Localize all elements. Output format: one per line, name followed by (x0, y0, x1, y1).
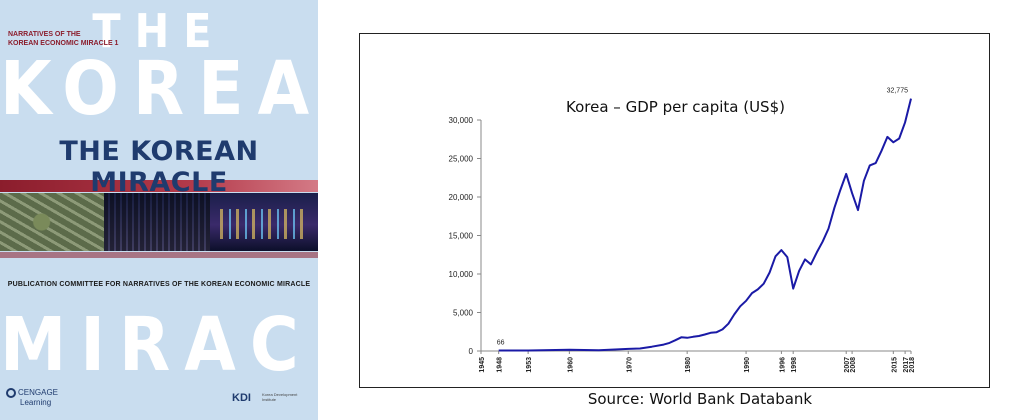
data-label: 66 (497, 339, 505, 346)
y-tick-label: 15,000 (449, 232, 474, 241)
cover-the-text: THE (92, 4, 226, 58)
chart-title: Korea – GDP per capita (US$) (566, 98, 785, 116)
book-cover: THE KOREAN NARRATIVES OF THE KOREAN ECON… (0, 0, 318, 420)
y-tick-label: 5,000 (453, 309, 474, 318)
y-tick-label: 0 (469, 347, 474, 356)
city-skyline-photo (210, 193, 318, 251)
car-export-lot-photo (104, 193, 210, 251)
x-tick-label: 1970 (626, 357, 633, 373)
x-tick-label: 1996 (779, 357, 786, 373)
gdp-series-line (498, 98, 912, 352)
x-tick-label: 1948 (497, 357, 504, 373)
gdp-chart: 0 5,000 10,000 15,000 20,000 25,000 30,000 1945… (449, 88, 916, 373)
cover-red-band-bottom (0, 252, 318, 258)
x-tick-label: 1980 (685, 357, 692, 373)
cover-committee-text: PUBLICATION COMMITTEE FOR NARRATIVES OF … (7, 281, 311, 288)
kdi-logo-subtext: Korea Development Institute (262, 392, 298, 402)
kdi-logo: KDI (232, 392, 251, 404)
x-tick-label: 1998 (791, 357, 798, 373)
highway-interchange-photo (0, 193, 104, 251)
y-tick-label: 10,000 (449, 270, 474, 279)
y-tick-label: 25,000 (449, 155, 474, 164)
x-tick-label: 1990 (744, 357, 751, 373)
cover-miracle-text: MIRACLE (0, 302, 318, 388)
x-tick-label: 2018 (909, 357, 916, 373)
cover-korean-text: KOREAN (0, 46, 318, 132)
source-caption: Source: World Bank Databank (587, 390, 813, 408)
cover-photo-strip (0, 193, 318, 251)
cover-series-line1: NARRATIVES OF THE (8, 31, 81, 38)
y-tick-label: 30,000 (449, 116, 474, 125)
cengage-icon (6, 388, 16, 398)
cover-series-label: NARRATIVES OF THE KOREAN ECONOMIC MIRACL… (8, 30, 118, 48)
x-tick-label: 2007 (844, 357, 851, 373)
x-tick-label: 2015 (891, 357, 898, 373)
x-tick-label: 1945 (479, 357, 486, 373)
gdp-chart-panel: 0 5,000 10,000 15,000 20,000 25,000 30,000 1945… (359, 33, 990, 388)
y-tick-label: 20,000 (449, 193, 474, 202)
x-tick-label: 1953 (526, 357, 533, 373)
data-label: 32,775 (887, 88, 909, 95)
cover-series-line2: KOREAN ECONOMIC MIRACLE 1 (8, 40, 119, 47)
cover-subtitle: THE KOREAN MIRACLE (59, 136, 259, 198)
cengage-line2: Learning (20, 398, 52, 407)
cover-red-band (0, 180, 318, 192)
x-tick-label: 1960 (567, 357, 574, 373)
x-tick-label: 2008 (850, 357, 857, 373)
cengage-line1: CENGAGE (18, 388, 59, 398)
x-tick-label: 2017 (903, 357, 910, 373)
cengage-logo: CENGAGE Learning (6, 388, 58, 407)
